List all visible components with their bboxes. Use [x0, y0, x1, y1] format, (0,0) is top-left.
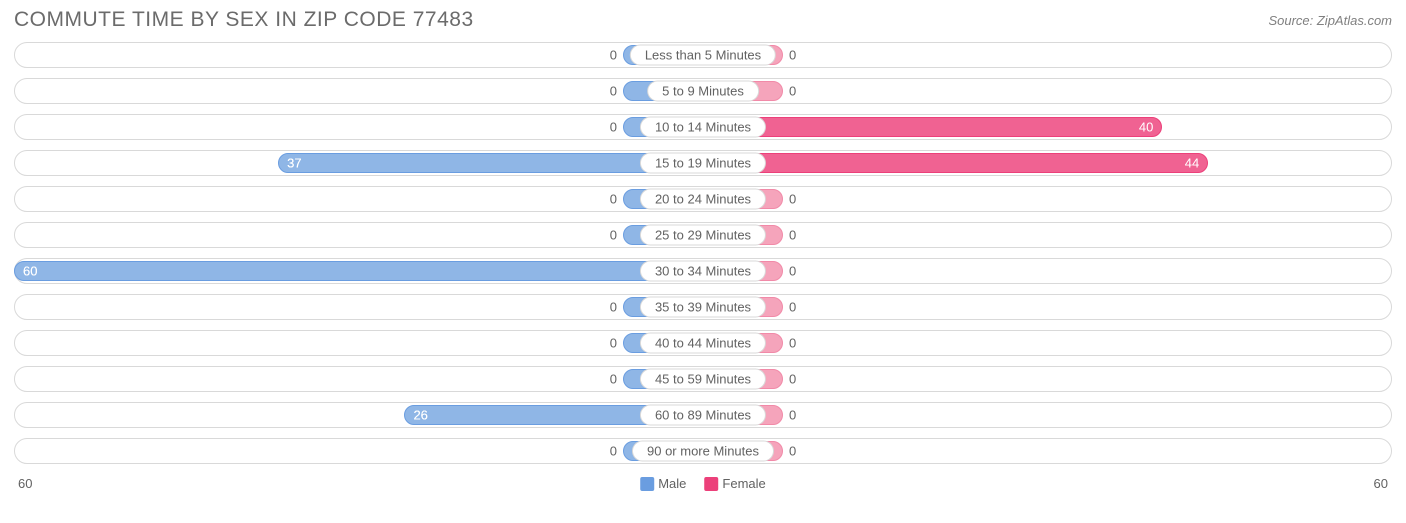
- female-value: 0: [789, 48, 796, 63]
- female-half: 0: [703, 295, 1391, 319]
- male-value: 0: [610, 228, 617, 243]
- legend-item-male: Male: [640, 476, 686, 491]
- female-bar: 44: [703, 153, 1208, 173]
- female-half: 0: [703, 331, 1391, 355]
- male-half: 0: [15, 367, 703, 391]
- source-label: Source: ZipAtlas.com: [1268, 13, 1392, 28]
- axis-max-right: 60: [1374, 476, 1388, 491]
- female-value: 0: [789, 84, 796, 99]
- header: COMMUTE TIME BY SEX IN ZIP CODE 77483 So…: [0, 0, 1406, 36]
- male-value: 0: [610, 444, 617, 459]
- male-half: 0: [15, 223, 703, 247]
- male-half: 0: [15, 439, 703, 463]
- male-value: 26: [413, 408, 427, 423]
- female-half: 0: [703, 403, 1391, 427]
- female-half: 44: [703, 151, 1391, 175]
- chart-row: 0 0 Less than 5 Minutes: [14, 42, 1392, 68]
- female-half: 0: [703, 367, 1391, 391]
- chart-row: 3737 44 15 to 19 Minutes: [14, 150, 1392, 176]
- male-half: 0: [15, 115, 703, 139]
- female-half: 0: [703, 439, 1391, 463]
- chart-row: 0 0 25 to 29 Minutes: [14, 222, 1392, 248]
- female-half: 0: [703, 43, 1391, 67]
- female-value: 0: [789, 300, 796, 315]
- female-value: 0: [789, 228, 796, 243]
- male-half: 6060: [15, 259, 703, 283]
- legend-female-label: Female: [722, 476, 765, 491]
- axis-max-left: 60: [18, 476, 32, 491]
- category-label: 10 to 14 Minutes: [640, 117, 766, 138]
- female-value: 0: [789, 264, 796, 279]
- chart-footer: 60 Male Female 60: [0, 474, 1406, 502]
- male-half: 2626: [15, 403, 703, 427]
- female-half: 0: [703, 187, 1391, 211]
- chart-row: 0 0 40 to 44 Minutes: [14, 330, 1392, 356]
- category-label: 45 to 59 Minutes: [640, 369, 766, 390]
- male-value: 0: [610, 336, 617, 351]
- legend-item-female: Female: [704, 476, 765, 491]
- female-value: 0: [789, 336, 796, 351]
- category-label: 60 to 89 Minutes: [640, 405, 766, 426]
- male-half: 0: [15, 331, 703, 355]
- chart-row: 2626 0 60 to 89 Minutes: [14, 402, 1392, 428]
- legend-male-label: Male: [658, 476, 686, 491]
- category-label: 15 to 19 Minutes: [640, 153, 766, 174]
- category-label: 90 or more Minutes: [632, 441, 774, 462]
- category-label: 30 to 34 Minutes: [640, 261, 766, 282]
- male-value: 0: [610, 48, 617, 63]
- category-label: 35 to 39 Minutes: [640, 297, 766, 318]
- male-value: 0: [610, 192, 617, 207]
- female-value: 40: [1139, 120, 1153, 135]
- female-value: 0: [789, 192, 796, 207]
- female-swatch-icon: [704, 477, 718, 491]
- male-value: 0: [610, 120, 617, 135]
- male-value: 0: [610, 300, 617, 315]
- chart-row: 0 0 90 or more Minutes: [14, 438, 1392, 464]
- female-half: 0: [703, 259, 1391, 283]
- female-bar: 40: [703, 117, 1162, 137]
- female-half: 0: [703, 79, 1391, 103]
- female-value: 0: [789, 408, 796, 423]
- chart-row: 0 0 45 to 59 Minutes: [14, 366, 1392, 392]
- male-half: 0: [15, 79, 703, 103]
- male-value: 0: [610, 372, 617, 387]
- chart-row: 0 0 35 to 39 Minutes: [14, 294, 1392, 320]
- female-value: 0: [789, 444, 796, 459]
- chart-row: 0 0 5 to 9 Minutes: [14, 78, 1392, 104]
- male-value: 60: [23, 264, 37, 279]
- chart-row: 6060 0 30 to 34 Minutes: [14, 258, 1392, 284]
- category-label: 20 to 24 Minutes: [640, 189, 766, 210]
- chart-title: COMMUTE TIME BY SEX IN ZIP CODE 77483: [14, 8, 474, 32]
- female-value: 44: [1185, 156, 1199, 171]
- category-label: Less than 5 Minutes: [630, 45, 776, 66]
- male-value: 0: [610, 84, 617, 99]
- chart-row: 0 0 20 to 24 Minutes: [14, 186, 1392, 212]
- category-label: 5 to 9 Minutes: [647, 81, 759, 102]
- female-half: 40: [703, 115, 1391, 139]
- category-label: 25 to 29 Minutes: [640, 225, 766, 246]
- chart-row: 0 40 10 to 14 Minutes: [14, 114, 1392, 140]
- male-half: 0: [15, 43, 703, 67]
- male-half: 3737: [15, 151, 703, 175]
- legend: Male Female: [640, 476, 766, 491]
- female-half: 0: [703, 223, 1391, 247]
- chart-area: 0 0 Less than 5 Minutes 0 0 5 to 9 Minutes 0 40…: [0, 36, 1406, 464]
- male-half: 0: [15, 295, 703, 319]
- male-swatch-icon: [640, 477, 654, 491]
- male-value: 37: [287, 156, 301, 171]
- category-label: 40 to 44 Minutes: [640, 333, 766, 354]
- male-half: 0: [15, 187, 703, 211]
- female-value: 0: [789, 372, 796, 387]
- male-bar: 6060: [14, 261, 703, 281]
